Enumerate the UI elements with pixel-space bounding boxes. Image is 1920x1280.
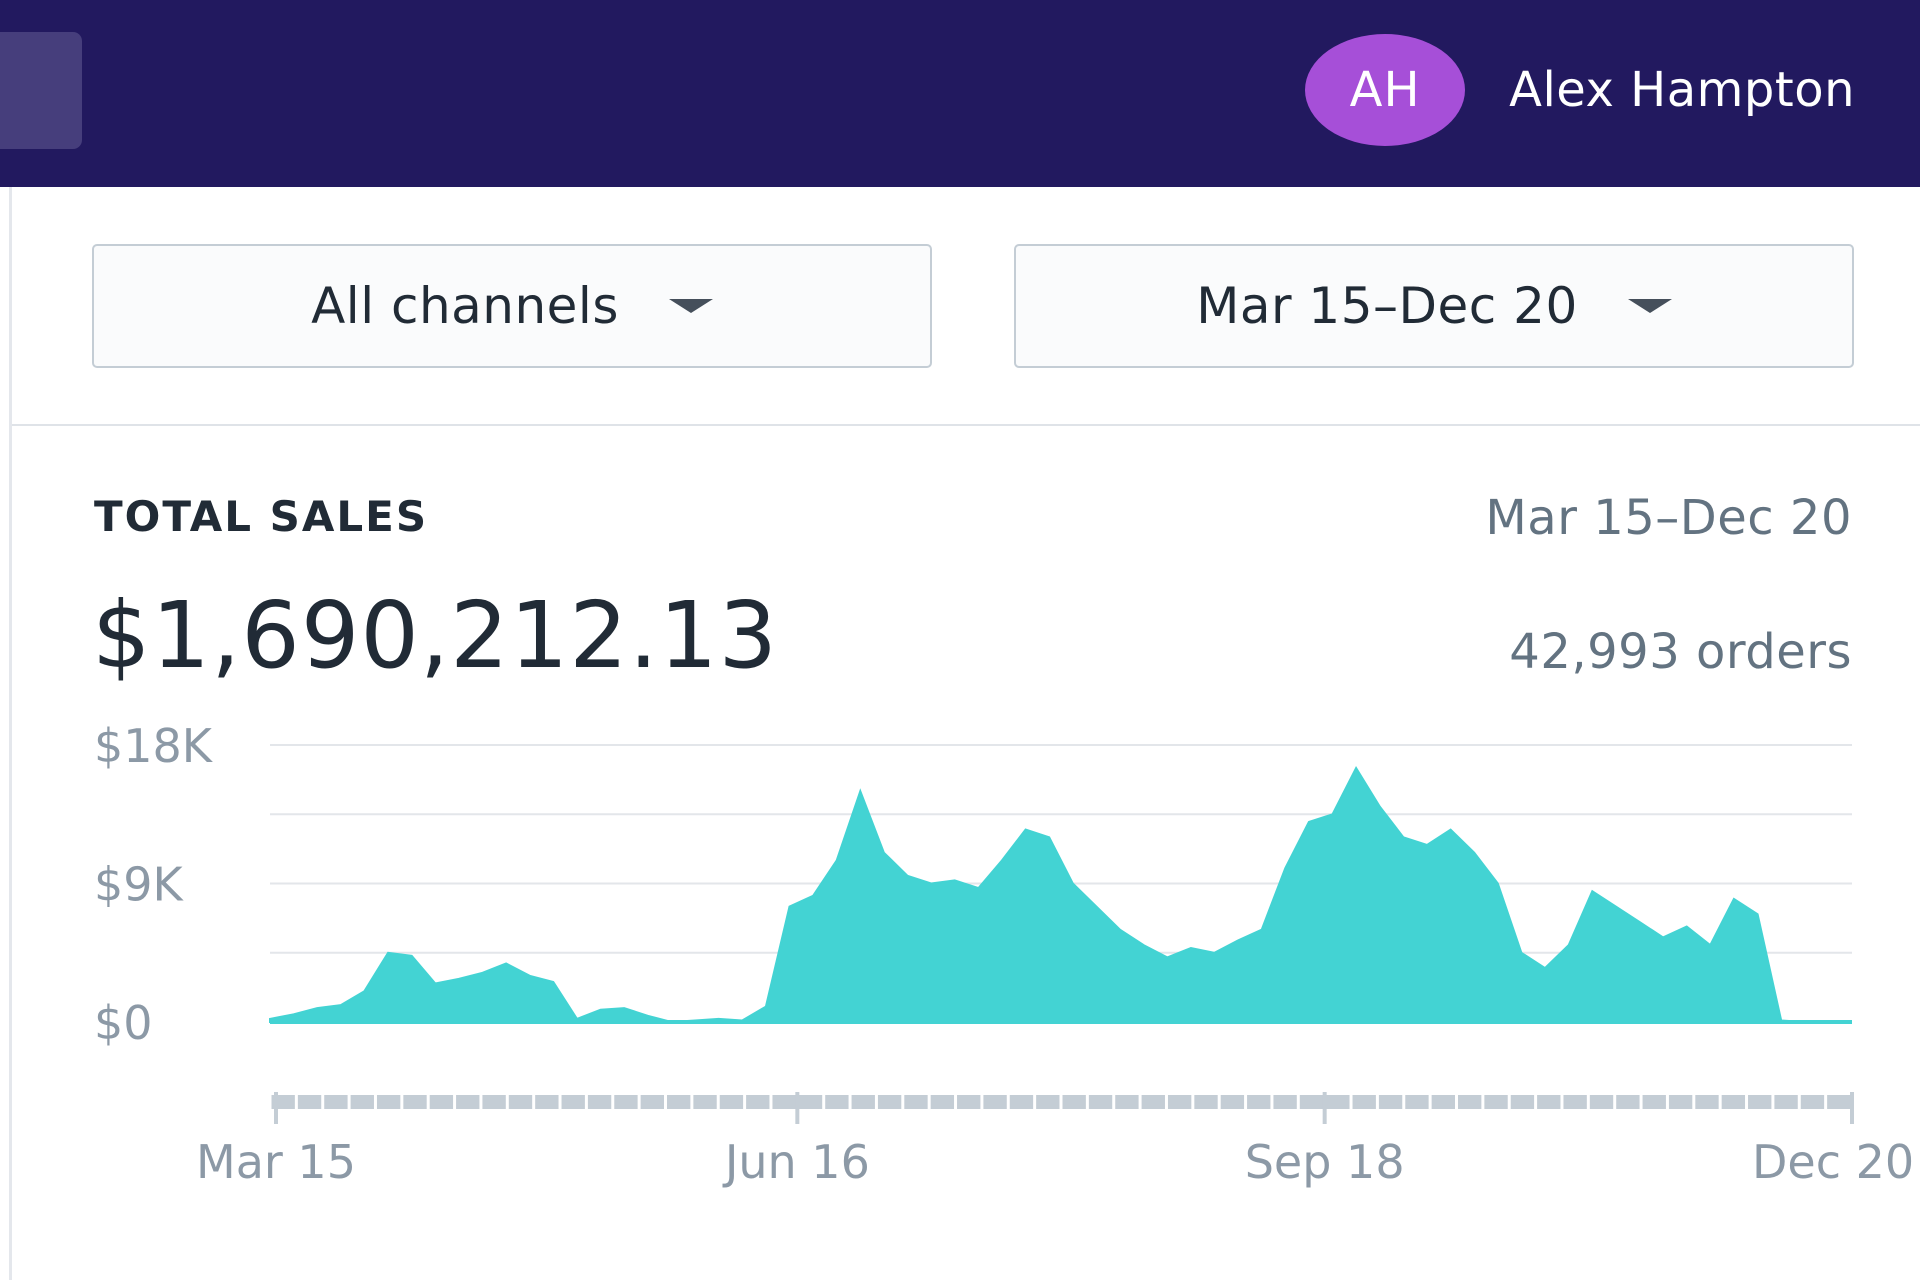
total-sales-value: $1,690,212.13	[92, 582, 779, 689]
order-count: 42,993 orders	[1509, 624, 1852, 680]
avatar[interactable]: AH	[1305, 34, 1466, 146]
section-divider	[12, 424, 1920, 426]
channel-dropdown-label: All channels	[311, 277, 619, 335]
channel-dropdown[interactable]: All channels	[92, 244, 932, 368]
sales-chart: $18K $9K $0 Mar 15 Jun 16 Sep 18 Dec 20	[94, 719, 1914, 1189]
chevron-down-icon	[668, 299, 713, 313]
frame-divider	[9, 187, 12, 1280]
sales-series-area	[269, 766, 1852, 1024]
y-tick-label: $9K	[94, 858, 185, 912]
x-tick-label: Sep 18	[1245, 1135, 1405, 1189]
card-title: TOTAL SALES	[94, 492, 429, 541]
date-range-dropdown-label: Mar 15–Dec 20	[1196, 277, 1578, 335]
top-bar: AH Alex Hampton	[0, 0, 1920, 187]
x-tick-label: Dec 20	[1752, 1135, 1914, 1189]
card-date-range: Mar 15–Dec 20	[1485, 490, 1852, 546]
x-tick-label: Mar 15	[196, 1135, 356, 1189]
user-name[interactable]: Alex Hampton	[1509, 62, 1855, 118]
x-tick-label: Jun 16	[722, 1135, 870, 1189]
y-tick-label: $18K	[94, 719, 214, 773]
search-field[interactable]	[0, 32, 82, 149]
user-menu[interactable]: AH Alex Hampton	[1305, 34, 1855, 146]
filter-bar: All channels Mar 15–Dec 20	[0, 187, 1920, 425]
y-tick-label: $0	[94, 996, 153, 1050]
chevron-down-icon	[1627, 299, 1672, 313]
date-range-dropdown[interactable]: Mar 15–Dec 20	[1014, 244, 1854, 368]
